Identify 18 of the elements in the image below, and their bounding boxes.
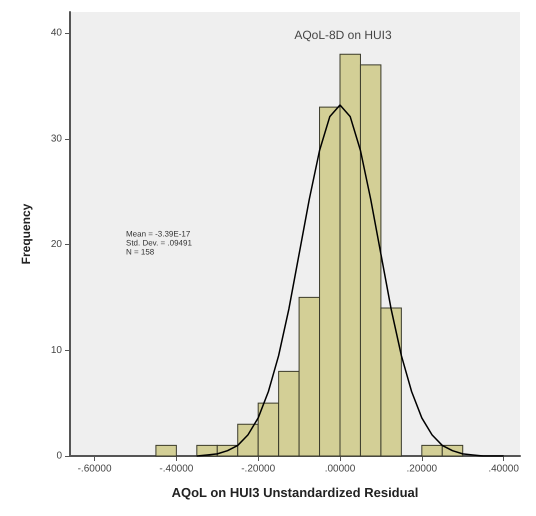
y-tick-label: 30 — [50, 133, 62, 144]
x-tick-label: -.20000 — [241, 464, 276, 474]
annotation: Std. Dev. = .09491 — [126, 238, 192, 248]
x-tick-label: -.60000 — [78, 464, 112, 474]
line-series — [196, 104, 504, 457]
x-tick-label: .20000 — [406, 464, 438, 474]
annotation: Mean = -3.39E-17 — [126, 230, 191, 238]
x-tick-label: .40000 — [488, 464, 520, 474]
y-axis-title: Frequency — [19, 203, 33, 264]
x-tick-label: -.40000 — [159, 464, 194, 474]
annotation: N = 158 — [126, 248, 155, 256]
y-tick-label: 10 — [50, 344, 62, 356]
x-tick-label: .00000 — [324, 464, 356, 474]
y-tick-label: 40 — [50, 28, 62, 39]
x-axis-title: AQoL on HUI3 Unstandardized Residual — [172, 485, 418, 500]
y-tick-label: 0 — [56, 450, 62, 462]
text: AQoL-8D on HUI3 — [294, 28, 392, 42]
y-tick-label: 20 — [50, 239, 62, 250]
